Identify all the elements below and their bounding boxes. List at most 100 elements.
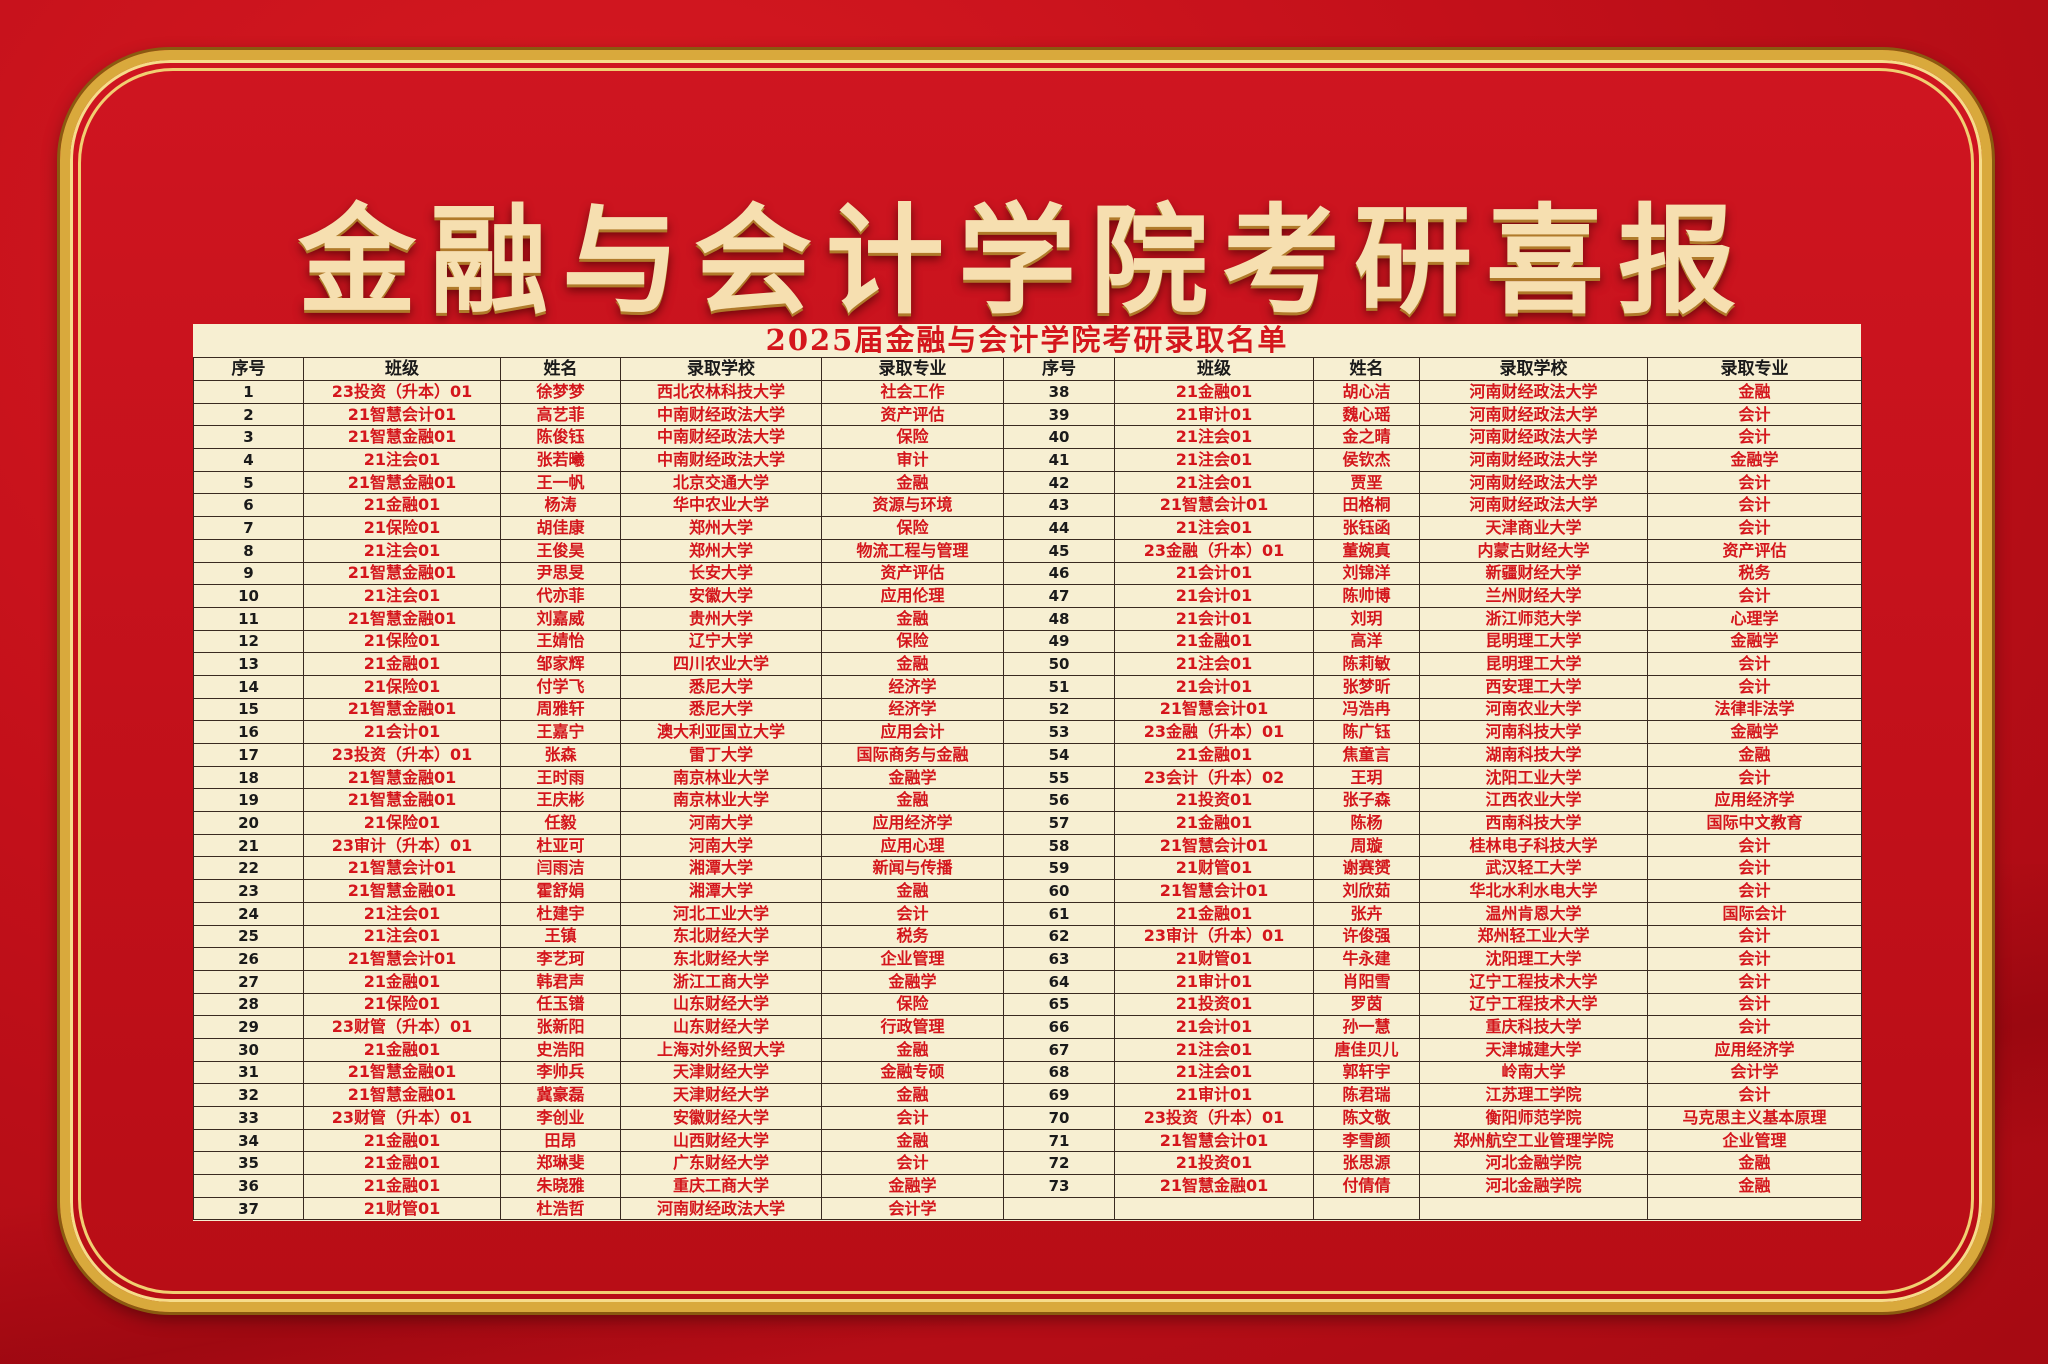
cell-major: 会计 — [821, 901, 1004, 926]
cell-major: 经济学 — [821, 674, 1004, 699]
cell-name: 王时雨 — [500, 765, 621, 790]
table-row: 24 21注会01 杜建宇 河北工业大学 会计 61 21金融01 张卉 温州肯恩大学 国际会计 — [193, 901, 1862, 926]
admission-list-sheet: 2025届金融与会计学院考研录取名单 序号 班级 姓名 录取学校 录取专业 序号 班级 姓名录… — [193, 324, 1862, 1221]
table-row: 19 21智慧金融01 王庆彬 南京林业大学 金融 56 21投资01 张子森 江西农业大学 应用… — [193, 788, 1862, 813]
cell-school: 贵州大学 — [620, 606, 822, 631]
cell-no: 10 — [193, 584, 304, 608]
cell-no: 58 — [1003, 833, 1115, 858]
table-row: 3 21智慧金融01 陈俊钰 中南财经政法大学 保险 40 21注会01 金之晴 河南财经政法大… — [193, 425, 1862, 450]
cell-name: 罗茵 — [1313, 992, 1420, 1017]
cell-class: 23财管（升本）01 — [303, 1015, 501, 1039]
cell-no: 11 — [193, 606, 304, 631]
cell-major: 马克思主义基本原理 — [1647, 1106, 1862, 1130]
table-row: 30 21金融01 史浩阳 上海对外经贸大学 金融 67 21注会01 唐佳贝儿 天津城建大学应… — [193, 1037, 1862, 1062]
cell-no: 65 — [1003, 992, 1115, 1017]
cell-major: 税务 — [821, 924, 1004, 949]
cell-no: 12 — [193, 629, 304, 654]
cell-school: 南京林业大学 — [620, 765, 822, 790]
cell-school: 昆明理工大学 — [1419, 652, 1648, 676]
cell-name: 田昂 — [500, 1128, 621, 1153]
cell-name: 郑琳斐 — [500, 1151, 621, 1176]
cell-no: 27 — [193, 969, 304, 994]
cell-name: 史浩阳 — [500, 1037, 621, 1062]
cell-major: 行政管理 — [821, 1015, 1004, 1039]
cell-major: 保险 — [821, 425, 1004, 450]
cell-school: 华北水利水电大学 — [1419, 879, 1648, 903]
cell-major: 会计 — [1647, 425, 1862, 450]
cell-class: 21注会01 — [1114, 516, 1314, 540]
cell-major: 国际中文教育 — [1647, 811, 1862, 835]
cell-no: 31 — [193, 1060, 304, 1085]
cell-no: 61 — [1003, 901, 1115, 926]
table-row: 9 21智慧金融01 尹思旻 长安大学 资产评估 46 21会计01 刘锦洋 新疆财经大学 税务 — [193, 561, 1862, 586]
header-major: 录取专业 — [821, 357, 1004, 381]
cell-class: 21智慧金融01 — [303, 879, 501, 903]
cell-major: 金融 — [821, 652, 1004, 676]
cell-class: 21智慧会计01 — [303, 947, 501, 971]
poster-title: 金融与会计学院考研喜报 — [297, 192, 1750, 330]
cell-class — [1114, 1196, 1314, 1221]
cell-no: 32 — [193, 1083, 304, 1107]
cell-major: 金融 — [821, 1083, 1004, 1107]
cell-name: 陈杨 — [1313, 811, 1420, 835]
header-major: 录取专业 — [1647, 357, 1862, 381]
cell-class: 21保险01 — [303, 674, 501, 699]
cell-name: 王俊昊 — [500, 538, 621, 563]
cell-major: 金融学 — [1647, 720, 1862, 744]
table-row: 29 23财管（升本）01 张新阳 山东财经大学 行政管理 66 21会计01 孙一慧 重庆科技… — [193, 1015, 1862, 1039]
cell-major: 金融 — [821, 879, 1004, 903]
cell-name: 王镇 — [500, 924, 621, 949]
cell-name: 胡佳康 — [500, 516, 621, 540]
cell-class: 21注会01 — [303, 538, 501, 563]
cell-name: 王庆彬 — [500, 788, 621, 813]
table-row: 4 21注会01 张若曦 中南财经政法大学 审计 41 21注会01 侯钦杰 河南财经政法大学金… — [193, 448, 1862, 472]
cell-no: 5 — [193, 470, 304, 495]
cell-no: 57 — [1003, 811, 1115, 835]
header-no: 序号 — [1003, 357, 1115, 381]
cell-class: 21注会01 — [303, 901, 501, 926]
cell-no: 13 — [193, 652, 304, 676]
cell-school: 河南大学 — [620, 833, 822, 858]
cell-school: 郑州大学 — [620, 516, 822, 540]
cell-major: 会计 — [1647, 516, 1862, 540]
cell-name: 张森 — [500, 743, 621, 767]
cell-school: 四川农业大学 — [620, 652, 822, 676]
cell-class: 21金融01 — [1114, 743, 1314, 767]
cell-name: 周雅轩 — [500, 697, 621, 722]
cell-school: 东北财经大学 — [620, 924, 822, 949]
cell-major: 资产评估 — [821, 561, 1004, 586]
cell-no: 34 — [193, 1128, 304, 1153]
table-row: 11 21智慧金融01 刘嘉威 贵州大学 金融 48 21会计01 刘玥 浙江师范大学 心理学 — [193, 606, 1862, 631]
cell-class: 23投资（升本）01 — [1114, 1106, 1314, 1130]
cell-school: 辽宁工程技术大学 — [1419, 992, 1648, 1017]
cell-name: 李艺珂 — [500, 947, 621, 971]
cell-name: 高洋 — [1313, 629, 1420, 654]
cell-school: 河南财经政法大学 — [1419, 493, 1648, 518]
cell-class: 21智慧会计01 — [1114, 493, 1314, 518]
cell-name: 邹家辉 — [500, 652, 621, 676]
cell-name: 田格桐 — [1313, 493, 1420, 518]
cell-school: 西南科技大学 — [1419, 811, 1648, 835]
cell-no: 36 — [193, 1174, 304, 1198]
cell-school: 岭南大学 — [1419, 1060, 1648, 1085]
cell-school: 河北金融学院 — [1419, 1151, 1648, 1176]
cell-school: 悉尼大学 — [620, 697, 822, 722]
cell-no: 18 — [193, 765, 304, 790]
cell-school: 辽宁工程技术大学 — [1419, 969, 1648, 994]
cell-major: 资产评估 — [1647, 538, 1862, 563]
cell-school: 河南科技大学 — [1419, 720, 1648, 744]
cell-no: 70 — [1003, 1106, 1115, 1130]
cell-class: 21注会01 — [1114, 448, 1314, 472]
cell-class: 21智慧会计01 — [1114, 1128, 1314, 1153]
cell-name: 张子森 — [1313, 788, 1420, 813]
cell-name: 侯钦杰 — [1313, 448, 1420, 472]
table-row: 20 21保险01 任毅 河南大学 应用经济学 57 21金融01 陈杨 西南科技大学 国际中文教… — [193, 811, 1862, 835]
cell-class: 21财管01 — [1114, 856, 1314, 881]
cell-no: 37 — [193, 1196, 304, 1221]
cell-class: 21金融01 — [303, 1151, 501, 1176]
table-row: 1 23投资（升本）01 徐梦梦 西北农林科技大学 社会工作 38 21金融01 胡心洁 河南财… — [193, 380, 1862, 404]
cell-class: 21智慧金融01 — [303, 765, 501, 790]
cell-name: 冀豪磊 — [500, 1083, 621, 1107]
cell-school: 天津商业大学 — [1419, 516, 1648, 540]
cell-name: 张梦昕 — [1313, 674, 1420, 699]
